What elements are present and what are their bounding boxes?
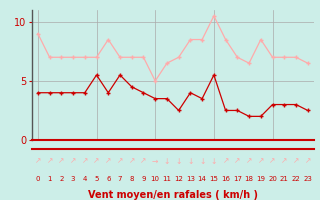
Text: 17: 17 <box>233 176 242 182</box>
Text: ↗: ↗ <box>140 156 147 166</box>
Text: ↗: ↗ <box>222 156 229 166</box>
Text: ↓: ↓ <box>211 156 217 166</box>
Text: ↓: ↓ <box>175 156 182 166</box>
Text: ↗: ↗ <box>246 156 252 166</box>
Text: 21: 21 <box>280 176 289 182</box>
Text: ↗: ↗ <box>117 156 123 166</box>
Text: 11: 11 <box>163 176 172 182</box>
Text: ↗: ↗ <box>105 156 111 166</box>
Text: 2: 2 <box>59 176 64 182</box>
Text: ↗: ↗ <box>281 156 287 166</box>
Text: 18: 18 <box>244 176 253 182</box>
Text: 0: 0 <box>36 176 40 182</box>
Text: ↗: ↗ <box>293 156 299 166</box>
Text: 4: 4 <box>83 176 87 182</box>
Text: 10: 10 <box>151 176 160 182</box>
Text: ↗: ↗ <box>35 156 41 166</box>
Text: 23: 23 <box>303 176 312 182</box>
Text: 1: 1 <box>47 176 52 182</box>
Text: 14: 14 <box>198 176 207 182</box>
Text: Vent moyen/en rafales ( km/h ): Vent moyen/en rafales ( km/h ) <box>88 190 258 200</box>
Text: ↓: ↓ <box>199 156 205 166</box>
Text: ↗: ↗ <box>58 156 65 166</box>
Text: ↗: ↗ <box>70 156 76 166</box>
Text: 7: 7 <box>118 176 122 182</box>
Text: ↗: ↗ <box>269 156 276 166</box>
Text: 12: 12 <box>174 176 183 182</box>
Text: 15: 15 <box>209 176 218 182</box>
Text: 16: 16 <box>221 176 230 182</box>
Text: 22: 22 <box>292 176 300 182</box>
Text: 8: 8 <box>130 176 134 182</box>
Text: ↗: ↗ <box>305 156 311 166</box>
Text: ↗: ↗ <box>234 156 241 166</box>
Text: ↗: ↗ <box>93 156 100 166</box>
Text: ↗: ↗ <box>129 156 135 166</box>
Text: ↗: ↗ <box>258 156 264 166</box>
Text: ↗: ↗ <box>46 156 53 166</box>
Text: 19: 19 <box>256 176 265 182</box>
Text: 3: 3 <box>71 176 75 182</box>
Text: →: → <box>152 156 158 166</box>
Text: 9: 9 <box>141 176 146 182</box>
Text: 5: 5 <box>94 176 99 182</box>
Text: ↓: ↓ <box>187 156 194 166</box>
Text: 13: 13 <box>186 176 195 182</box>
Text: 20: 20 <box>268 176 277 182</box>
Text: 6: 6 <box>106 176 110 182</box>
Text: ↗: ↗ <box>82 156 88 166</box>
Text: ↓: ↓ <box>164 156 170 166</box>
